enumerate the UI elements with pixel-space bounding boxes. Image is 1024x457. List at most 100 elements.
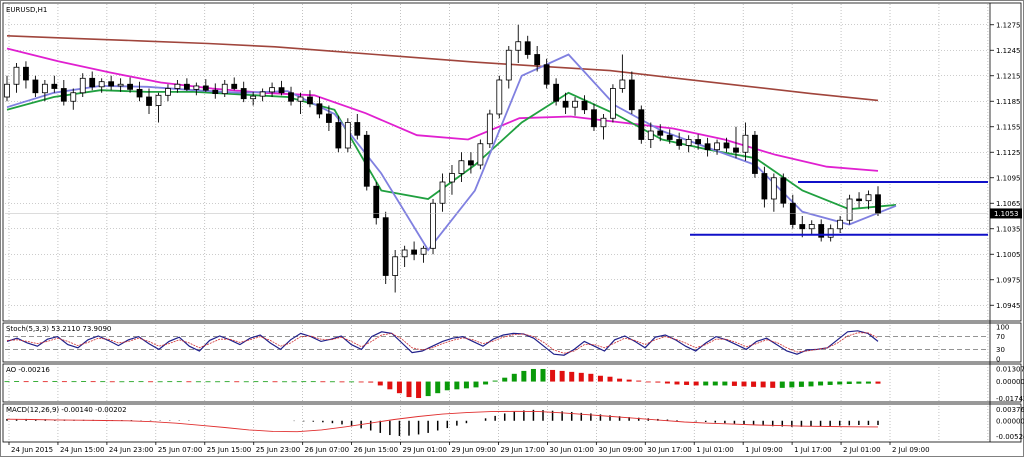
ao-bar (550, 369, 556, 382)
time-tick-label: 25 Jun 07:00 (158, 446, 202, 454)
ao-bar (205, 381, 211, 383)
main-pane-frame (2, 2, 1022, 322)
ao-bar (138, 381, 144, 383)
ao-bar (349, 381, 355, 383)
candle-body (553, 83, 560, 102)
ao-bar (569, 371, 575, 382)
candle-body (259, 91, 266, 97)
ao-bar (741, 381, 747, 387)
ao-bar (645, 381, 651, 383)
price-tick-label: 1.1245 (996, 47, 1021, 55)
price-tick-label: 1.1035 (996, 225, 1021, 233)
ao-bar (760, 381, 766, 388)
stoch-pane-title: Stoch(5,3,3) 53.2110 73.9090 (6, 325, 111, 333)
candle-body (373, 185, 380, 219)
candle-body (619, 79, 626, 89)
ao-bar (865, 381, 871, 384)
ao-bar (167, 381, 173, 383)
candle-body (572, 100, 578, 108)
candle-body (789, 202, 796, 225)
candle-body (865, 194, 872, 202)
candle-body (704, 143, 711, 151)
candle-body (202, 85, 209, 91)
candle-body (127, 83, 133, 90)
candle-body (307, 96, 313, 105)
ao-bar (626, 379, 632, 382)
candle-body (392, 256, 399, 276)
time-tick-label: 1 Jul 17:00 (794, 446, 832, 454)
ao-bar (4, 381, 10, 383)
ao-bar (109, 381, 115, 383)
candle-body (808, 224, 815, 230)
ao-bar (607, 376, 613, 382)
ao-bar (827, 381, 833, 385)
time-tick-label: 30 Jun 09:00 (598, 446, 642, 454)
candle-body (250, 95, 257, 100)
ao-bar (291, 381, 297, 383)
ao-bar (71, 381, 77, 383)
candle-body (420, 247, 427, 255)
ao-bar (262, 381, 268, 383)
candle-body (524, 41, 531, 55)
candle-body (846, 198, 853, 221)
ao-pane-title: AO -0.00216 (6, 366, 50, 374)
candle-body (761, 173, 768, 200)
price-tick-label: 1.0975 (996, 276, 1021, 284)
candle-body (486, 113, 493, 145)
price-tick-label: 1.1005 (996, 251, 1021, 259)
ao-bar (339, 381, 345, 383)
candle-body (647, 130, 654, 140)
candle-body (401, 249, 408, 258)
price-tick-label: 1.1155 (996, 123, 1021, 131)
candle-body (600, 117, 607, 128)
candle-body (856, 198, 862, 202)
candle-body (23, 66, 29, 81)
ao-bar (148, 381, 154, 383)
ao-bar (81, 381, 87, 382)
ao-bar (444, 381, 450, 391)
candle-body (818, 224, 825, 238)
candle-body (458, 160, 465, 174)
stoch-tick-label: 100 (996, 324, 1009, 332)
ao-bar (329, 381, 335, 383)
macd-pane-title: MACD(12,26,9) -0.00140 -0.00202 (6, 406, 127, 414)
candle-body (174, 83, 181, 89)
time-tick-label: 29 Jun 01:00 (403, 446, 447, 454)
ao-bar (617, 378, 623, 382)
candle-body (837, 219, 844, 230)
candle-body (657, 130, 664, 136)
ao-bar (674, 381, 680, 385)
ao-bar (578, 372, 584, 382)
ao-bar (779, 381, 785, 388)
candle-body (89, 77, 96, 88)
candle-body (98, 81, 105, 88)
ao-bar (511, 373, 517, 382)
candle-body (714, 142, 720, 151)
ao-bar (846, 381, 852, 384)
candle-body (335, 122, 342, 149)
ao-bar (435, 381, 441, 394)
candle-body (4, 83, 10, 98)
macd-tick-label: 0.00376 (996, 406, 1024, 414)
ao-bar (875, 381, 881, 384)
candle-body (676, 139, 683, 146)
price-tick-label: 1.1065 (996, 200, 1021, 208)
ao-bar (301, 381, 307, 383)
ao-bar (798, 381, 804, 387)
current-price-box (990, 208, 1022, 219)
price-tick-label: 1.1185 (996, 98, 1021, 106)
candle-body (581, 100, 588, 111)
candle-body (146, 96, 152, 106)
ao-bar (722, 381, 728, 386)
candle-body (70, 92, 77, 102)
ao-bar (559, 370, 565, 382)
ao-bar (492, 380, 498, 382)
candle-body (430, 202, 436, 249)
ao-bar (473, 381, 479, 388)
candle-body (363, 134, 370, 187)
ao-bar (61, 381, 67, 383)
time-tick-label: 30 Jun 17:00 (647, 446, 691, 454)
candle-body (221, 83, 228, 95)
macd-tick-label: 0.00000 (996, 417, 1024, 425)
